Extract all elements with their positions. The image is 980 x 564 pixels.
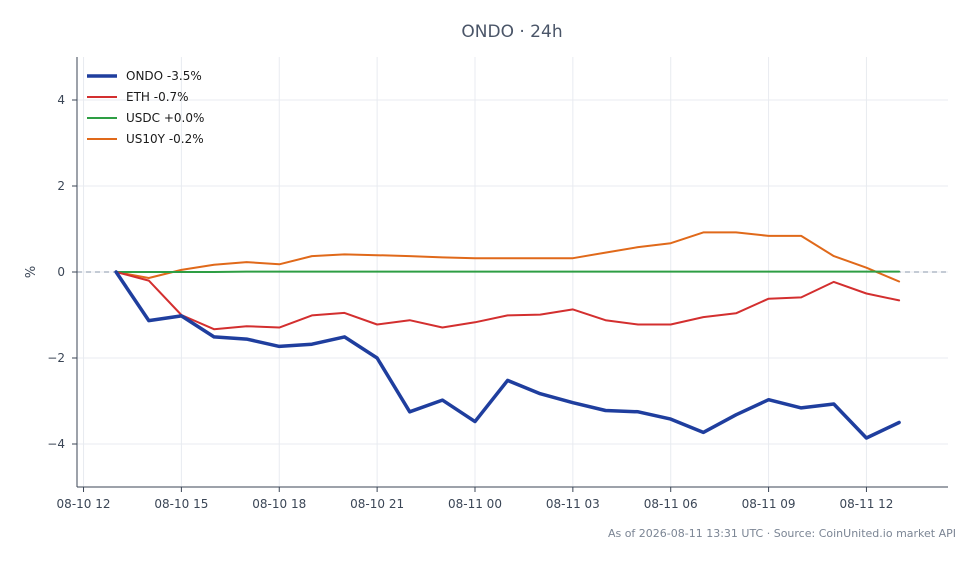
- y-tick-label: 4: [57, 93, 65, 107]
- series-line: [115, 231, 901, 283]
- x-tick-label: 08-10 21: [350, 497, 404, 511]
- legend-label: US10Y -0.2%: [126, 132, 204, 146]
- legend: ONDO -3.5% ETH -0.7% USDC +0.0% US10Y -0.2%: [87, 69, 204, 146]
- y-tick-label: 2: [57, 179, 65, 193]
- footer-source: As of 2026-08-11 13:31 UTC · Source: Coi…: [608, 527, 956, 540]
- x-tick-label: 08-10 15: [154, 497, 208, 511]
- legend-label: USDC +0.0%: [126, 111, 204, 125]
- chart-title: ONDO · 24h: [461, 22, 562, 42]
- x-tick-label: 08-11 06: [644, 497, 698, 511]
- legend-label: ONDO -3.5%: [126, 69, 202, 83]
- x-tick-label: 08-11 12: [839, 497, 893, 511]
- series-line: [114, 270, 901, 440]
- y-axis-label: %: [24, 266, 39, 278]
- x-tick-label: 08-11 03: [546, 497, 600, 511]
- series-lines: [114, 231, 901, 440]
- x-tick-label: 08-10 12: [57, 497, 111, 511]
- y-tick-label: −2: [47, 351, 65, 365]
- x-tick-label: 08-11 09: [742, 497, 796, 511]
- y-tick-label: −4: [47, 437, 65, 451]
- legend-label: ETH -0.7%: [126, 90, 189, 104]
- x-tick-label: 08-10 18: [252, 497, 306, 511]
- y-ticks: −4 −2 0 2 4: [47, 93, 77, 451]
- series-line: [115, 271, 901, 331]
- x-ticks: 08-10 12 08-10 15 08-10 18 08-10 21 08-11 00…: [57, 487, 893, 511]
- x-tick-label: 08-11 00: [448, 497, 502, 511]
- y-tick-label: 0: [57, 265, 65, 279]
